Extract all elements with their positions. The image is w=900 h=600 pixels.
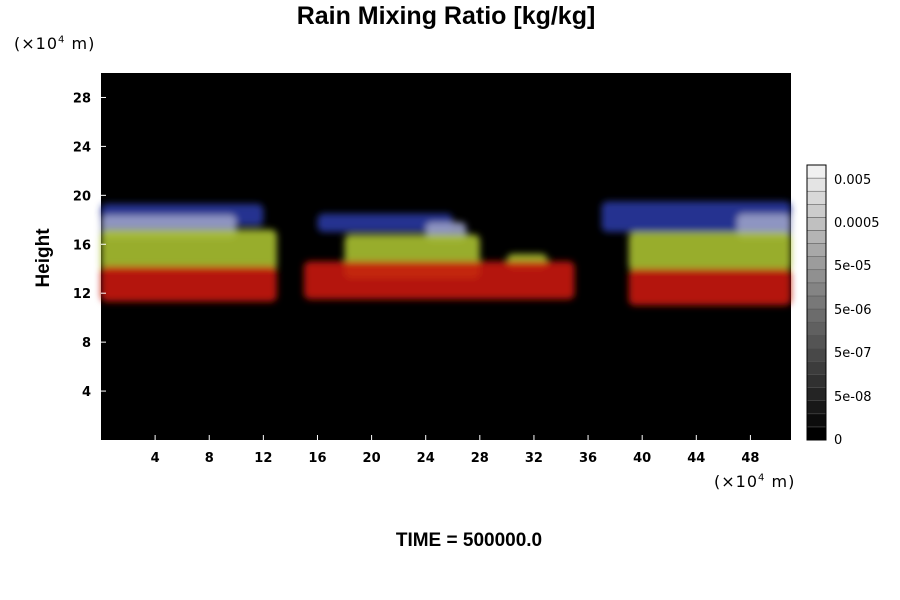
y-unit-label: (×104 m) xyxy=(14,34,96,53)
x-tick-label: 24 xyxy=(417,451,435,466)
x-tick-label: 16 xyxy=(308,451,326,466)
band-2-region-3 xyxy=(628,232,791,272)
colorbar-swatch xyxy=(806,243,827,257)
colorbar-label: 0.005 xyxy=(834,173,871,188)
x-axis: 4 8 12 16 20 24 28 32 36 40 44 48 xyxy=(151,435,759,466)
x-tick-label: 36 xyxy=(579,451,597,466)
colorbar-swatch xyxy=(806,426,827,441)
colorbar-swatch xyxy=(806,321,827,336)
colorbar-swatch xyxy=(806,400,827,415)
band-0-region-1 xyxy=(317,213,453,233)
y-tick-label: 8 xyxy=(82,336,91,351)
colorbar-frame xyxy=(806,164,827,441)
heatmap-bands xyxy=(101,201,791,306)
colorbar-swatch xyxy=(806,308,827,323)
x-tick-label: 32 xyxy=(525,451,543,466)
colorbar-swatch xyxy=(806,230,827,244)
colorbar-swatch xyxy=(806,361,827,375)
x-tick-label: 20 xyxy=(363,451,381,466)
colorbar: 0.005 0.0005 5e-05 5e-06 5e-07 5e-08 0 xyxy=(806,164,880,448)
y-tick-label: 4 xyxy=(82,385,91,400)
x-tick-label: 8 xyxy=(205,451,214,466)
colorbar-label: 5e-07 xyxy=(834,346,872,361)
colorbar-swatch xyxy=(806,256,827,271)
y-tick-label: 20 xyxy=(73,189,91,204)
colorbar-swatch xyxy=(806,217,827,231)
colorbar-swatch xyxy=(806,164,827,179)
x-tick-label: 4 xyxy=(151,451,160,466)
colorbar-swatch xyxy=(806,295,827,310)
band-3-region-2 xyxy=(628,268,791,306)
colorbar-swatch xyxy=(806,387,827,401)
y-axis: 4 8 12 16 20 24 28 xyxy=(73,91,106,400)
colorbar-swatch xyxy=(806,269,827,284)
chart-title: Rain Mixing Ratio [kg/kg] xyxy=(296,2,596,30)
band-2-region-0 xyxy=(101,229,277,272)
colorbar-label: 5e-06 xyxy=(834,303,872,318)
time-label: TIME = 500000.0 xyxy=(395,530,543,551)
colorbar-label: 5e-08 xyxy=(834,390,872,405)
colorbar-swatch xyxy=(806,204,827,218)
band-3-region-1 xyxy=(303,261,575,300)
colorbar-swatch xyxy=(806,334,827,349)
colorbar-swatch xyxy=(806,413,827,428)
colorbar-label: 0.0005 xyxy=(834,216,880,231)
colorbar-label: 5e-05 xyxy=(834,259,872,274)
band-3-region-0 xyxy=(101,266,277,302)
colorbar-label: 0 xyxy=(834,433,842,448)
colorbar-swatch xyxy=(806,348,827,362)
y-tick-label: 24 xyxy=(73,140,91,155)
colorbar-swatch xyxy=(806,177,827,192)
x-tick-label: 12 xyxy=(254,451,272,466)
x-tick-label: 40 xyxy=(633,451,651,466)
colorbar-swatch xyxy=(806,190,827,205)
y-tick-label: 16 xyxy=(73,238,91,253)
y-tick-label: 12 xyxy=(73,287,91,302)
x-tick-label: 28 xyxy=(471,451,489,466)
colorbar-swatch xyxy=(806,374,827,388)
y-tick-label: 28 xyxy=(73,91,91,106)
x-tick-label: 48 xyxy=(741,451,759,466)
colorbar-swatch xyxy=(806,282,827,297)
x-unit-label: (×104 m) xyxy=(714,472,796,491)
x-tick-label: 44 xyxy=(687,451,705,466)
band-1-region-2 xyxy=(736,213,791,239)
